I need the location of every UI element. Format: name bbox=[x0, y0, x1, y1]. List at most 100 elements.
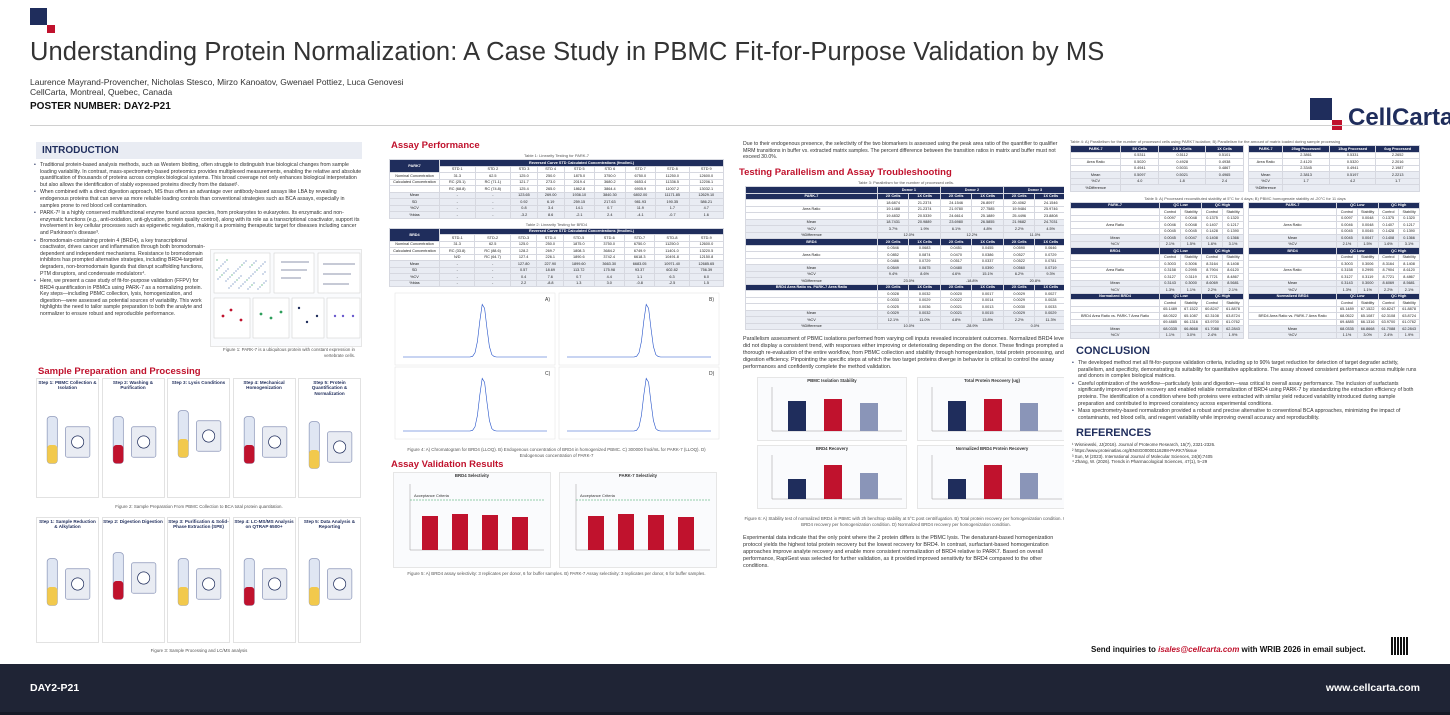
scatter-point bbox=[249, 286, 251, 288]
header-divider bbox=[30, 125, 1425, 126]
table-1-park7-linearity: PARK7 Reversed Curve STD Calculated Conce… bbox=[389, 159, 724, 219]
intro-bullet: Here, we present a case study of fit-for… bbox=[34, 278, 210, 318]
table-cell: -2.1 bbox=[563, 211, 596, 219]
assay-performance-heading: Assay Performance bbox=[391, 140, 480, 151]
table-row: Mean 0.0045 0.0047 0.1408 0.1366 bbox=[1069, 234, 1244, 242]
table-row: %Difference 23.0% -18.8% 20.8% bbox=[745, 277, 1068, 285]
inquiry-email-link[interactable]: isales@cellcarta.com bbox=[1158, 645, 1240, 654]
scatter-point bbox=[216, 259, 218, 261]
scatter-point bbox=[264, 271, 266, 273]
table-row: 65.1489 67.1522 60.8247 61.8878 bbox=[1247, 305, 1420, 313]
scatter-point bbox=[248, 277, 250, 279]
figure-panel-label: A) bbox=[545, 297, 550, 303]
scatter-point bbox=[243, 262, 245, 264]
scatter-point bbox=[219, 276, 221, 278]
scatter-point bbox=[225, 280, 227, 282]
process-step: Step 5: Protein Quantification & Normali… bbox=[298, 378, 361, 498]
table-2-caption: Table 2: Linearity Testing for BRD4 bbox=[525, 221, 588, 227]
scatter-point bbox=[233, 272, 235, 274]
table-row: 0.0045 0.0045 0.1428 0.1390 bbox=[1247, 227, 1420, 235]
parallelism-heading: Testing Parallelism and Assay Troublesho… bbox=[739, 167, 952, 179]
table-row: Nominal Concentration 31.3 62.5 125.0 250.0 1… bbox=[389, 172, 724, 180]
table-4b: PARK-7 25ug Processed 15ug Processed 6ug Pr… bbox=[1247, 145, 1420, 192]
footer-poster-id: DAY2-P21 bbox=[30, 682, 80, 694]
table-row: Area Ratio 0.0046 0.0048 0.1407 0.1217 bbox=[1069, 221, 1244, 229]
table-5a: PARK-7 QC Low QC High Control Stability Contr… bbox=[1069, 201, 1244, 340]
bar bbox=[788, 479, 806, 500]
figure-3: Step 1: Sample Reduction & Alkylation Ste… bbox=[36, 517, 362, 657]
table-cell: 1.3 bbox=[563, 279, 595, 287]
table-row: 0.3127 0.3119 8.7721 8.4867 bbox=[1247, 273, 1420, 281]
bar bbox=[860, 403, 878, 432]
table-cell: -2.5 bbox=[654, 279, 690, 287]
figure-4-caption: Figure 4: A) Chromatogram for BRD4 (LLOQ… bbox=[407, 447, 706, 458]
table-cell: 1.6 bbox=[688, 211, 724, 219]
process-step-illustration bbox=[308, 421, 353, 469]
bar bbox=[984, 465, 1002, 500]
figure-3-caption: Figure 3: Sample Processing and LC/MS an… bbox=[150, 648, 248, 653]
scatter-point bbox=[241, 264, 243, 266]
scatter-point bbox=[226, 259, 228, 261]
bar bbox=[860, 473, 878, 500]
bar bbox=[618, 514, 634, 550]
table-cell: -0.8 bbox=[623, 279, 656, 287]
references-heading: REFERENCES bbox=[1076, 427, 1152, 440]
scatter-point bbox=[262, 273, 264, 275]
scatter-point bbox=[222, 263, 224, 265]
scatter-point bbox=[218, 267, 220, 269]
table-cell: 1.9% bbox=[1222, 331, 1244, 339]
table-4-caption: Table 4: A) Parallelism for the number o… bbox=[1070, 139, 1341, 144]
scatter-point bbox=[254, 271, 256, 273]
process-step-title: Step 3: Lysis Conditions bbox=[171, 380, 226, 385]
bar bbox=[984, 399, 1002, 432]
scatter-point bbox=[235, 270, 237, 272]
bar bbox=[948, 401, 966, 432]
table-5b: PARK-7 QC Low QC High Control Stability Contr… bbox=[1247, 201, 1420, 340]
intro-bullets: Traditional protein-based analysis metho… bbox=[30, 162, 368, 318]
scatter-point bbox=[251, 284, 253, 286]
table-cell: - bbox=[474, 211, 512, 219]
scatter-point bbox=[252, 273, 254, 275]
figure-5: BRD4 Selectivity Acceptance Criteria PAR… bbox=[389, 472, 724, 582]
scatter-point bbox=[245, 260, 247, 262]
footer-website-link[interactable]: www.cellcarta.com bbox=[1325, 682, 1420, 694]
scatter-point bbox=[240, 275, 242, 277]
table-row: %CV 2.1% 1.5% 1.6% 3.1% bbox=[1247, 240, 1420, 248]
table-row-label: %CV bbox=[1069, 331, 1161, 339]
conclusion-bullets: The developed method met all fit-for-pur… bbox=[1064, 360, 1426, 421]
scatter-point bbox=[221, 274, 223, 276]
table-cell: 2.2 bbox=[509, 279, 538, 287]
table-row: Nominal Concentration 31.3 62.5 125.0 250.0 1… bbox=[389, 240, 724, 248]
figure-1-plots bbox=[213, 252, 361, 339]
table-2-brd4-linearity: BRD4 Reversed Curve STD Calculated Concen… bbox=[389, 227, 724, 288]
table-row: Mean 0.5097 0.5021 0.4965 bbox=[1069, 171, 1244, 179]
process-step-title: Step 1: PBMC Collection & Isolation bbox=[38, 380, 97, 391]
process-step-illustration bbox=[308, 558, 353, 606]
process-step-title: Step 2: Washing & Purification bbox=[112, 380, 154, 391]
chromatogram-trace bbox=[567, 303, 711, 358]
process-step-illustration bbox=[243, 558, 287, 606]
table-row: Area Ratio 19.1488 21.2374 21.9780 27.7585 19… bbox=[745, 205, 1067, 214]
intro-bullet: When combined with a direct digestion ap… bbox=[34, 189, 362, 209]
process-step-illustration bbox=[46, 558, 91, 606]
brand-name: CellCarta bbox=[1348, 104, 1450, 131]
intro-bullet: Traditional protein-based analysis metho… bbox=[34, 162, 362, 188]
column-assay-performance: Assay Performance Table 1: Linearity Tes… bbox=[389, 137, 724, 662]
table-1-caption: Table 1: Linearity Testing for PARK-7 bbox=[524, 153, 589, 158]
table-4a: PARK-7 5X Cells 2.5 X Cells 1X Cells 0.5311 0… bbox=[1069, 145, 1244, 192]
column-parallelism: Due to their endogenous presence, the se… bbox=[737, 137, 1075, 662]
process-step-illustration bbox=[243, 416, 287, 464]
references-list: ¹ Wisniewski, JJ(2016). Journal of Prote… bbox=[1064, 442, 1426, 464]
figure-panel-label: D) bbox=[709, 371, 715, 377]
qr-code[interactable] bbox=[1391, 637, 1409, 655]
figure-4: A) B) C) D) Figure 4: A) Chromatogram for B… bbox=[389, 291, 724, 458]
table-cell: 1.9% bbox=[1398, 331, 1420, 339]
chromatogram-trace bbox=[567, 377, 711, 432]
table-row: %CV 3.7% 1.9% 6.1% 4.8% 2.2% 4.5% bbox=[745, 225, 1067, 233]
table-cell: 2.4 bbox=[594, 211, 626, 219]
process-step-title: Step 4: LC-MS/MS Analysis on QTRAP 6500+ bbox=[234, 519, 294, 530]
process-step: Step 4: LC-MS/MS Analysis on QTRAP 6500+ bbox=[232, 517, 296, 643]
table-row: %Difference bbox=[1247, 184, 1420, 192]
scatter-point bbox=[239, 266, 241, 268]
bar bbox=[648, 515, 664, 550]
